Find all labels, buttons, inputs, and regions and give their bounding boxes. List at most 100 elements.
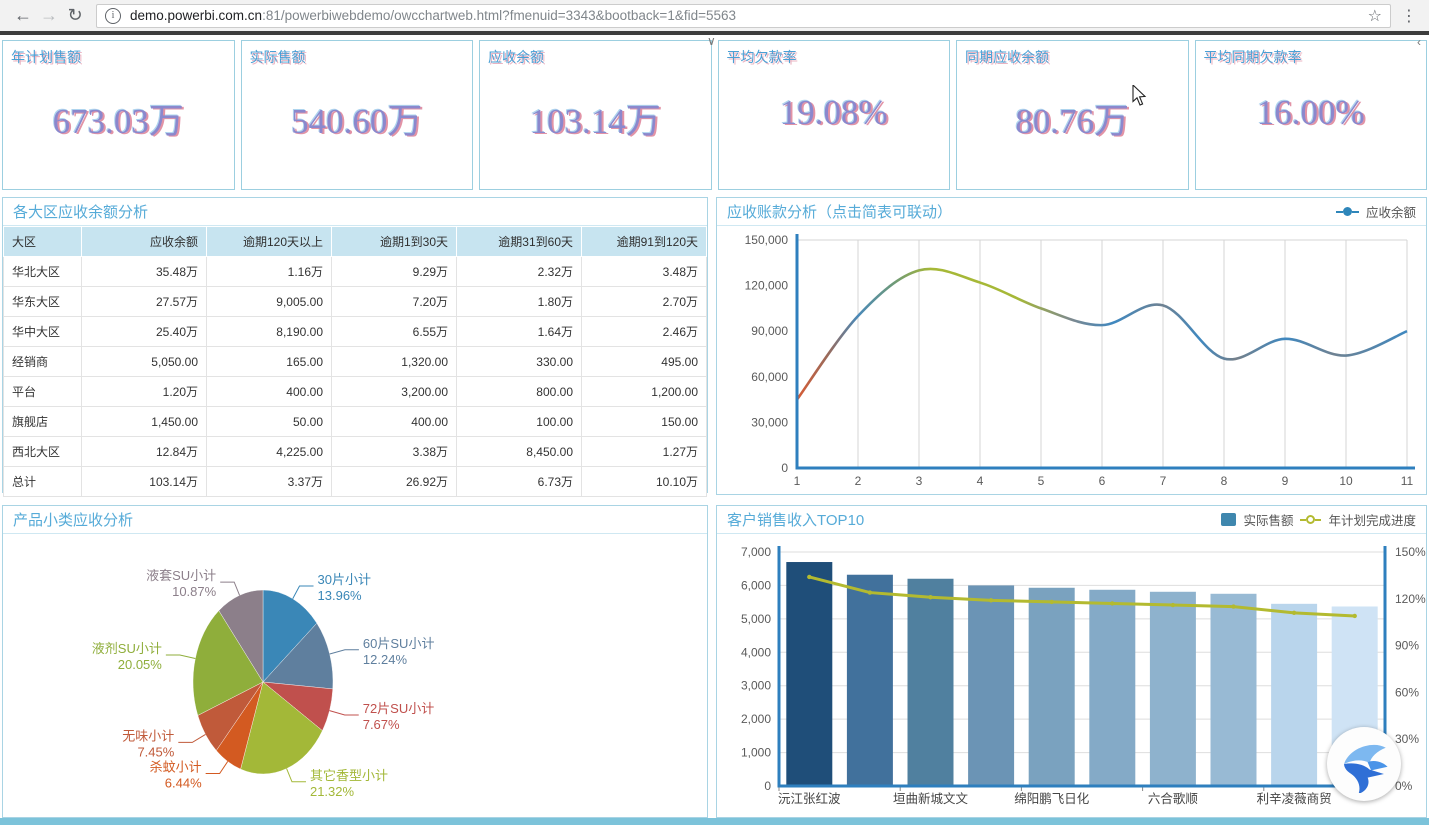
value-cell: 103.14万 xyxy=(81,466,207,497)
customer-label: 沅江张红波 xyxy=(778,791,841,806)
table-row[interactable]: 华中大区 25.40万 8,190.00 6.55万 1.64万 2.46万 xyxy=(3,316,707,347)
kpi-card-avg-debt-rate[interactable]: 平均欠款率 19.08% xyxy=(717,40,950,190)
sales-bar[interactable] xyxy=(1089,589,1136,786)
legend-actual-sales[interactable]: 实际售额 xyxy=(1221,510,1293,529)
kpi-value: 16.00% xyxy=(1256,93,1365,132)
table-row[interactable]: 经销商 5,050.00 165.00 1,320.00 330.00 495.00 xyxy=(3,346,707,377)
pie-label-connector xyxy=(205,761,229,775)
kebab-menu-icon[interactable]: ⋮ xyxy=(1401,7,1417,25)
table-row[interactable]: 华北大区 35.48万 1.16万 9.29万 2.32万 3.48万 xyxy=(3,256,707,287)
line-legend-marker-icon xyxy=(1335,207,1359,216)
y-right-tick-label: 90% xyxy=(1395,639,1419,653)
progress-marker xyxy=(1110,601,1115,606)
pie-slice-percent: 12.24% xyxy=(363,652,408,667)
sales-bar[interactable] xyxy=(1028,587,1075,786)
pie-label-connector xyxy=(329,710,359,716)
value-cell: 1,320.00 xyxy=(331,346,457,377)
value-cell: 2.70万 xyxy=(581,286,707,317)
pie-label-connector xyxy=(220,581,241,596)
x-tick-label: 2 xyxy=(855,474,862,488)
back-arrow-icon[interactable]: ← xyxy=(14,5,32,25)
legend-receivable[interactable]: 应收余额 xyxy=(1335,202,1416,221)
kpi-value: 19.08% xyxy=(779,93,888,132)
y-left-tick-label: 1,000 xyxy=(741,746,771,760)
url-bar[interactable]: i demo.powerbi.com.cn:81/powerbiwebdemo/… xyxy=(96,3,1391,28)
table-row[interactable]: 总计 103.14万 3.37万 26.92万 6.73万 10.10万 xyxy=(3,466,707,497)
column-header[interactable]: 逾期31到60天 xyxy=(456,226,582,257)
pie-slice-percent: 6.44% xyxy=(165,776,202,791)
x-tick-label: 9 xyxy=(1282,474,1289,488)
pie-slice[interactable] xyxy=(262,589,318,683)
panel-title: 各大区应收余额分析 xyxy=(13,204,149,221)
x-tick-label: 7 xyxy=(1160,474,1167,488)
customer-top10-chart[interactable]: 7,000 6,000 5,000 4,000 3,000 2,000 1,000 0 150%… xyxy=(717,534,1426,817)
column-header[interactable]: 应收余额 xyxy=(81,226,207,257)
product-pie-panel: 产品小类应收分析 30片小计 13.96% 60片SU小计 12.24% 72片SU小计… xyxy=(2,505,708,818)
y-tick-label: 0 xyxy=(781,461,788,475)
table-row[interactable]: 华东大区 27.57万 9,005.00 7.20万 1.80万 2.70万 xyxy=(3,286,707,317)
pie-slice-label: 杀蚊小计 xyxy=(150,760,202,775)
value-cell: 12.84万 xyxy=(81,436,207,467)
chevron-down-icon[interactable]: ∨ xyxy=(707,34,716,48)
kpi-value: 80.76万 xyxy=(1015,102,1130,141)
pie-slice[interactable] xyxy=(192,610,264,716)
value-cell: 3.48万 xyxy=(581,256,707,287)
table-row[interactable]: 旗舰店 1,450.00 50.00 400.00 100.00 150.00 xyxy=(3,406,707,437)
kpi-card-plan-sales[interactable]: 年计划售额 673.03万 xyxy=(2,40,235,190)
x-tick-label: 10 xyxy=(1339,474,1353,488)
panel-header: 客户销售收入TOP10 实际售额 年计划完成进度 xyxy=(717,506,1426,534)
value-cell: 1.64万 xyxy=(456,316,582,347)
legend-plan-progress[interactable]: 年计划完成进度 xyxy=(1300,510,1416,529)
kpi-label: 实际售额 xyxy=(249,49,306,65)
sales-bar[interactable] xyxy=(968,585,1015,786)
sales-bar[interactable] xyxy=(1210,593,1257,786)
column-header[interactable]: 逾期120天以上 xyxy=(206,226,332,257)
y-right-tick-label: 30% xyxy=(1395,732,1419,746)
bookmark-star-icon[interactable]: ☆ xyxy=(1367,7,1382,25)
value-cell: 35.48万 xyxy=(81,256,207,287)
bar-legend-marker-icon xyxy=(1221,513,1237,526)
region-table-panel: 各大区应收余额分析 大区 应收余额 逾期120天以上 逾期1到30天 逾期31到60天逾… xyxy=(2,197,708,497)
value-cell: 6.55万 xyxy=(331,316,457,347)
forward-arrow-icon[interactable]: → xyxy=(40,5,58,25)
sales-bar[interactable] xyxy=(907,578,954,786)
table-row[interactable]: 西北大区 12.84万 4,225.00 3.38万 8,450.00 1.27万 xyxy=(3,436,707,467)
chevron-left-icon[interactable]: ‹ xyxy=(1417,35,1421,49)
value-cell: 400.00 xyxy=(331,406,457,437)
kpi-card-prior-receivable[interactable]: 同期应收余额 80.76万 xyxy=(956,40,1189,190)
value-cell: 9,005.00 xyxy=(206,286,332,317)
pie-slice-percent: 10.87% xyxy=(172,584,217,599)
pie-slice[interactable] xyxy=(262,622,334,690)
sales-bar[interactable] xyxy=(1271,603,1318,786)
column-header[interactable]: 大区 xyxy=(3,226,82,257)
region-table[interactable]: 大区 应收余额 逾期120天以上 逾期1到30天 逾期31到60天 逾期91到120天 华… xyxy=(3,226,707,497)
page-info-icon[interactable]: i xyxy=(105,7,121,24)
table-row[interactable]: 平台 1.20万 400.00 3,200.00 800.00 1,200.00 xyxy=(3,376,707,407)
value-cell: 1.16万 xyxy=(206,256,332,287)
kpi-card-prior-debt-rate[interactable]: 平均同期欠款率 16.00% xyxy=(1194,40,1427,190)
pie-slice[interactable] xyxy=(240,681,323,775)
xunlei-bird-icon[interactable] xyxy=(1327,727,1401,801)
bottom-strip xyxy=(0,818,1429,825)
kpi-card-actual-sales[interactable]: 实际售额 540.60万 xyxy=(240,40,473,190)
y-tick-label: 150,000 xyxy=(745,233,789,247)
column-header[interactable]: 逾期91到120天 xyxy=(581,226,707,257)
panel-title: 应收账款分析（点击简表可联动） xyxy=(727,204,953,221)
receivables-line-chart[interactable]: 150,000 120,000 90,000 60,000 30,000 01 2 3 4 5 6 7… xyxy=(717,226,1425,494)
column-header[interactable]: 逾期1到30天 xyxy=(331,226,457,257)
region-cell: 华东大区 xyxy=(3,286,82,317)
sales-bar[interactable] xyxy=(786,562,833,786)
sales-bar[interactable] xyxy=(1149,591,1196,786)
value-cell: 27.57万 xyxy=(81,286,207,317)
y-right-tick-label: 120% xyxy=(1395,592,1426,606)
value-cell: 495.00 xyxy=(581,346,707,377)
kpi-card-receivable[interactable]: 应收余额 103.14万 xyxy=(479,40,712,190)
refresh-icon[interactable]: ↻ xyxy=(67,5,83,25)
value-cell: 4,225.00 xyxy=(206,436,332,467)
kpi-label: 同期应收余额 xyxy=(965,49,1049,65)
panel-header: 产品小类应收分析 xyxy=(3,506,707,534)
sales-bar[interactable] xyxy=(846,574,893,786)
url-path: :81/powerbiwebdemo/owcchartweb.html?fmen… xyxy=(262,8,736,23)
